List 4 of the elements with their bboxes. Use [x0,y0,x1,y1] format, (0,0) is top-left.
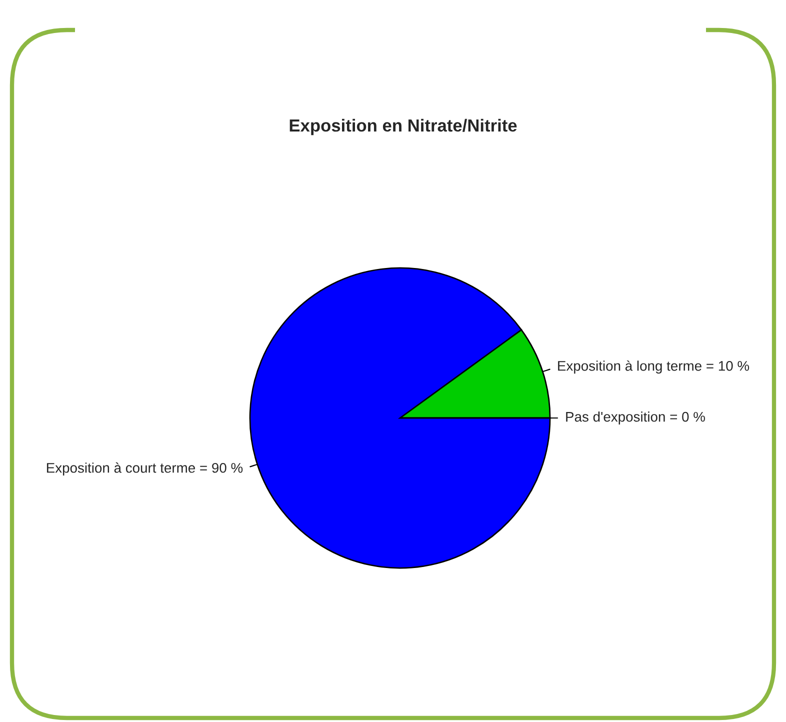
chart-title: Exposition en Nitrate/Nitrite [290,118,517,136]
slice-label: Exposition à long terme = 10 % [558,360,750,374]
legend-label: Pas d'exposition = 0 % [566,412,705,424]
slice-label: Exposition à court terme = 90 % [46,462,243,476]
